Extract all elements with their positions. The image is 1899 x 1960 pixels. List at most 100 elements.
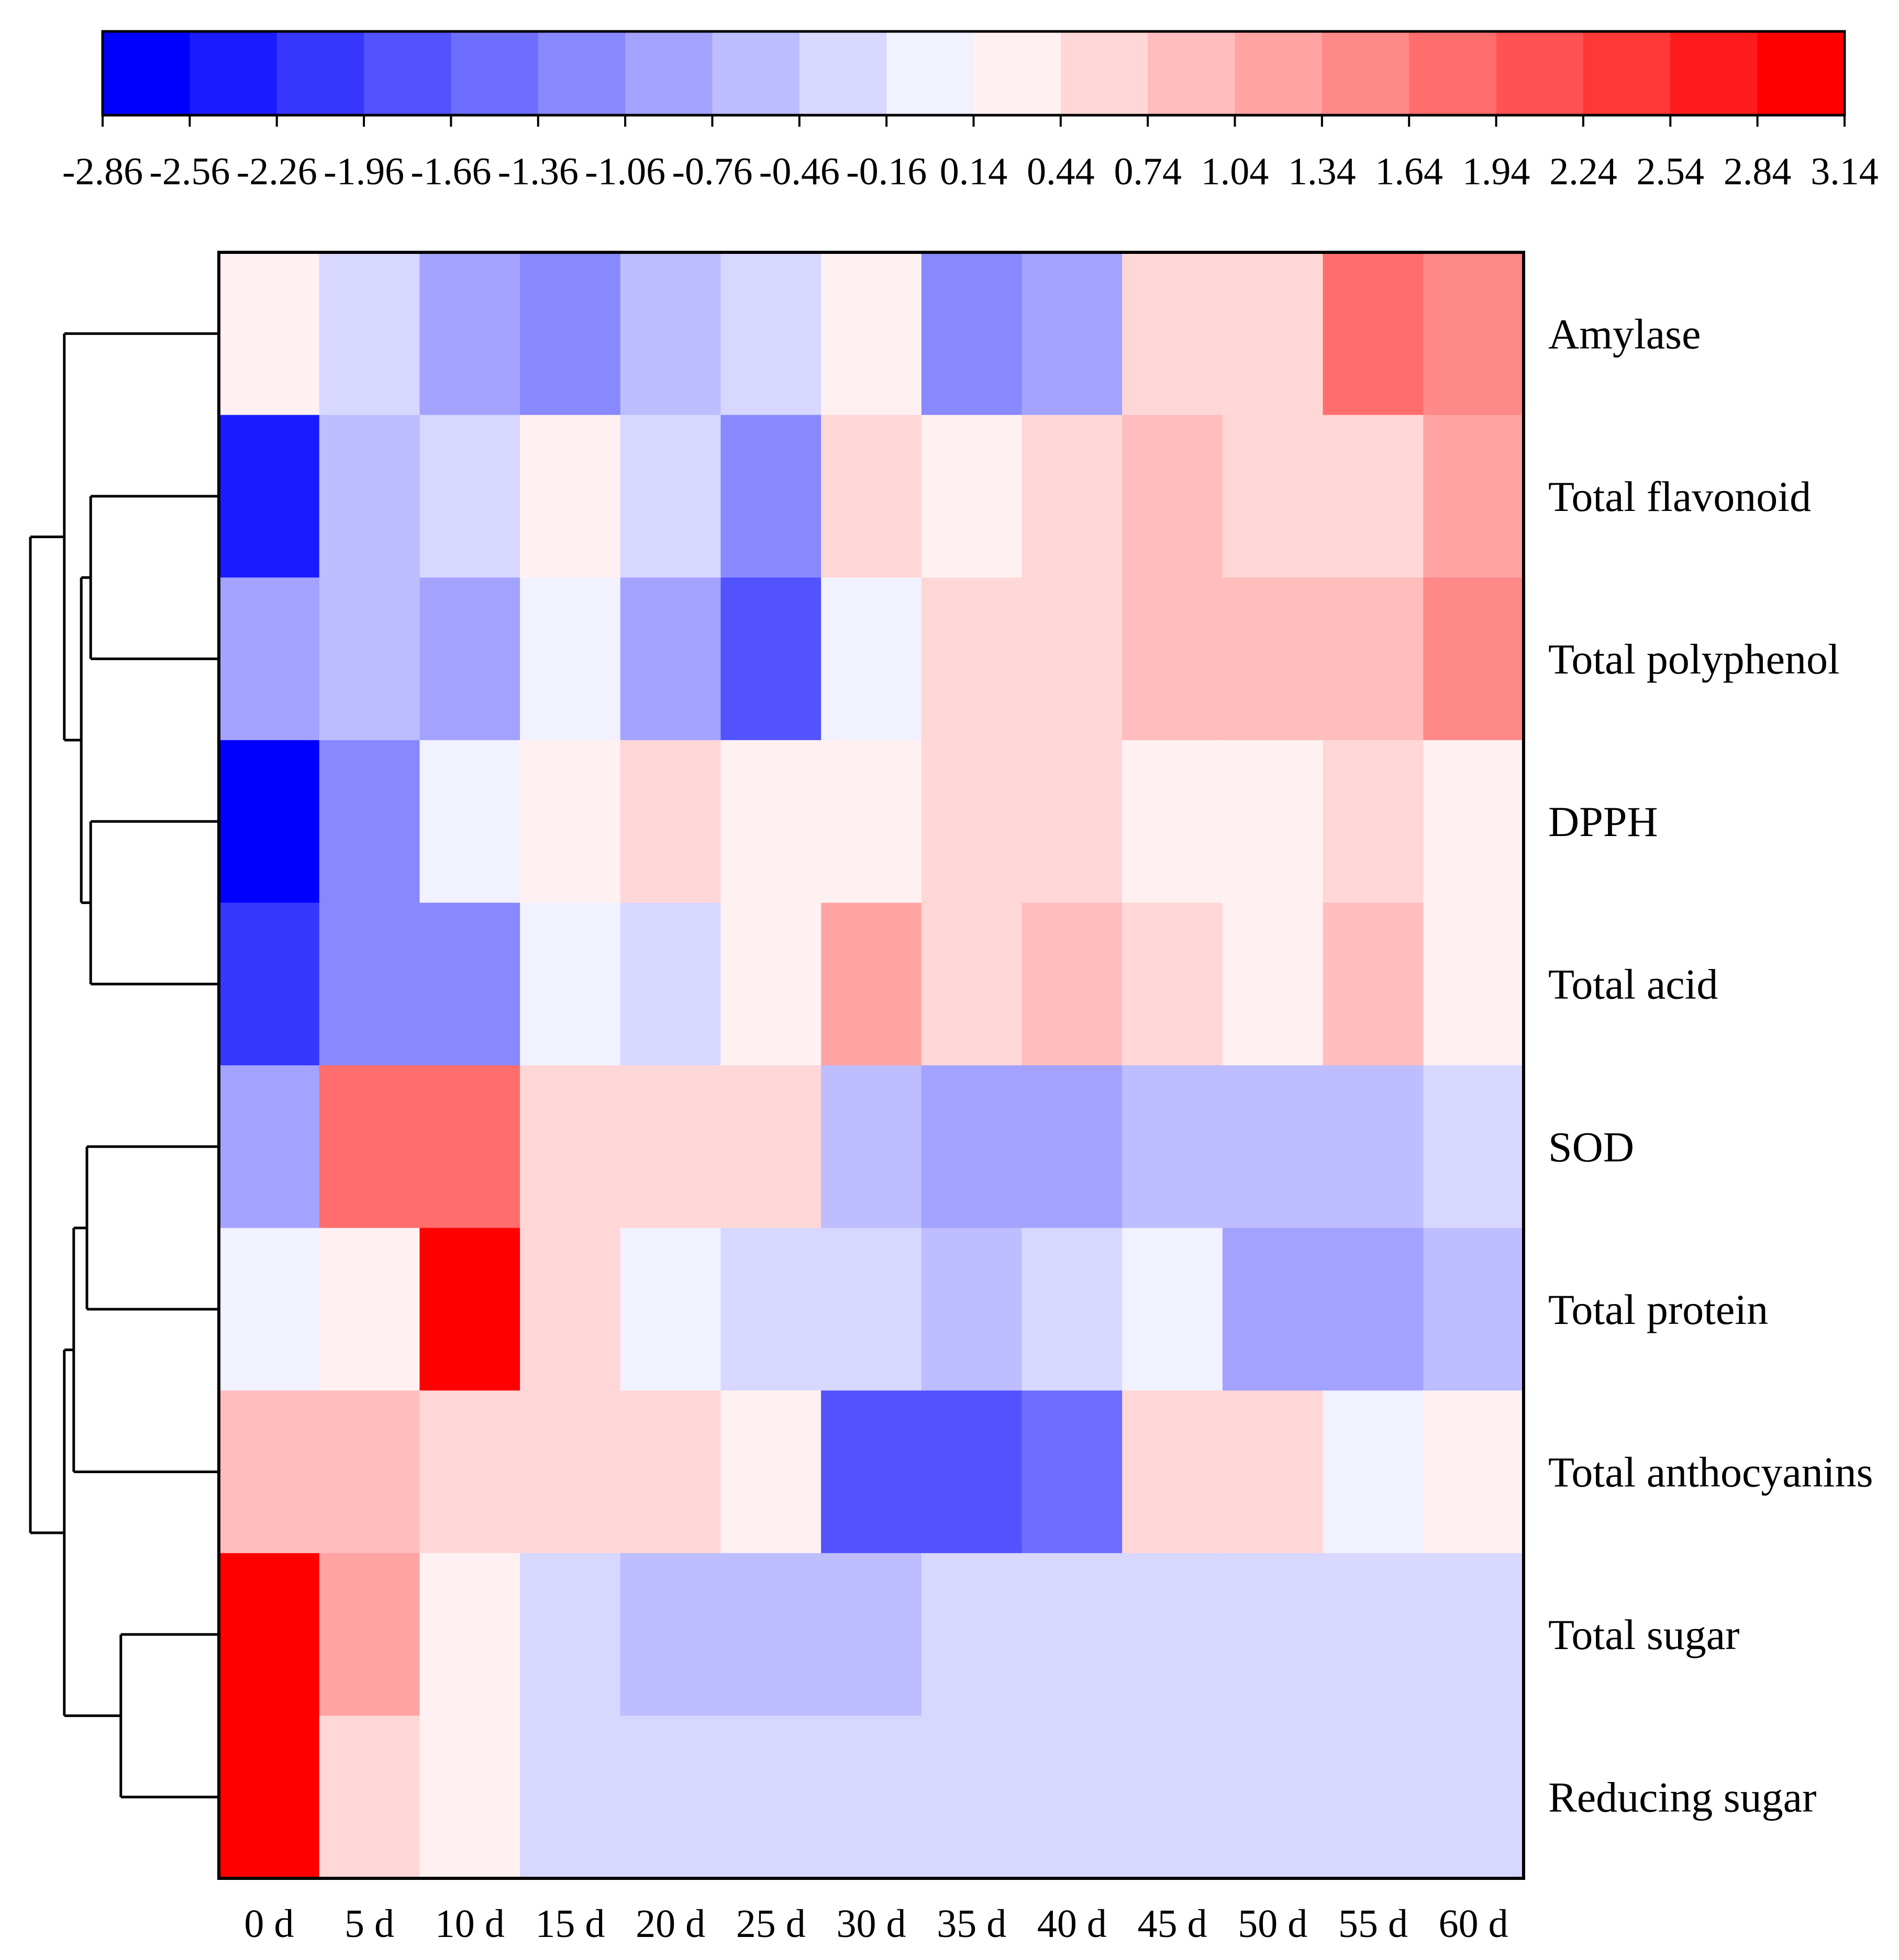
heatmap-cell bbox=[419, 252, 520, 416]
color-scale-tick-label: -1.06 bbox=[585, 150, 665, 193]
color-scale-bin bbox=[538, 31, 626, 115]
heatmap-cell bbox=[520, 740, 621, 904]
heatmap-cell bbox=[1021, 903, 1123, 1066]
heatmap-cell bbox=[1122, 252, 1223, 416]
heatmap-cell bbox=[720, 903, 821, 1066]
column-label: 45 d bbox=[1138, 1902, 1207, 1946]
heatmap-cell bbox=[921, 1553, 1023, 1717]
heatmap-cell bbox=[1323, 1553, 1424, 1717]
heatmap-cell bbox=[1021, 1553, 1123, 1717]
heatmap-cell bbox=[720, 252, 821, 416]
heatmap-cell bbox=[620, 1228, 721, 1391]
column-label: 15 d bbox=[535, 1902, 605, 1946]
heatmap-cell bbox=[1323, 1228, 1424, 1391]
heatmap-cell bbox=[720, 1716, 821, 1879]
heatmap-cells bbox=[217, 251, 1525, 1880]
color-scale-tick-label: 2.84 bbox=[1724, 150, 1792, 193]
heatmap-cell bbox=[921, 1065, 1023, 1229]
heatmap-cell bbox=[921, 415, 1023, 578]
heatmap-cell bbox=[1021, 577, 1123, 741]
color-scale-bin bbox=[886, 31, 974, 115]
heatmap-cell bbox=[1122, 903, 1223, 1066]
heatmap-cell bbox=[720, 1390, 821, 1554]
heatmap-cell bbox=[520, 415, 621, 578]
color-scale-bin bbox=[103, 31, 190, 115]
color-scale-tick-label: -1.96 bbox=[324, 150, 404, 193]
heatmap-cell bbox=[1222, 1553, 1324, 1717]
heatmap-cell bbox=[821, 1390, 922, 1554]
heatmap-cell bbox=[419, 415, 520, 578]
heatmap-cell bbox=[520, 577, 621, 741]
heatmap-cell bbox=[520, 1228, 621, 1391]
heatmap-cell bbox=[1323, 252, 1424, 416]
heatmap-cell bbox=[319, 1716, 420, 1879]
heatmap-cell bbox=[419, 903, 520, 1066]
color-scale-bar bbox=[101, 30, 1846, 117]
color-scale-tick-label: 0.44 bbox=[1027, 150, 1095, 193]
color-scale-bin bbox=[1496, 31, 1584, 115]
heatmap-cell bbox=[720, 1553, 821, 1717]
heatmap-cell bbox=[821, 740, 922, 904]
heatmap-cell bbox=[821, 415, 922, 578]
heatmap-cell bbox=[620, 1390, 721, 1554]
color-scale-tick-label: 1.64 bbox=[1375, 150, 1443, 193]
heatmap-cell bbox=[1423, 1553, 1524, 1717]
heatmap-cell bbox=[219, 1065, 320, 1229]
color-scale-bin bbox=[1060, 31, 1148, 115]
color-scale-bin bbox=[625, 31, 713, 115]
row-label: Total sugar bbox=[1548, 1611, 1739, 1658]
column-label: 30 d bbox=[837, 1902, 906, 1946]
color-scale-tick-label: -1.66 bbox=[410, 150, 491, 193]
color-scale-tick-label: 3.14 bbox=[1811, 150, 1879, 193]
heatmap-cell bbox=[720, 1228, 821, 1391]
heatmap-cell bbox=[520, 1390, 621, 1554]
color-scale-tick-label: -0.16 bbox=[846, 150, 927, 193]
heatmap-cell bbox=[921, 1228, 1023, 1391]
heatmap-cell bbox=[1323, 903, 1424, 1066]
color-scale-bin bbox=[1757, 31, 1845, 115]
heatmap-cell bbox=[1021, 415, 1123, 578]
heatmap-cell bbox=[921, 252, 1023, 416]
heatmap-cell bbox=[419, 577, 520, 741]
color-scale-tick-label: -1.36 bbox=[498, 150, 579, 193]
heatmap-cell bbox=[921, 1716, 1023, 1879]
color-scale-bin bbox=[451, 31, 539, 115]
heatmap-cell bbox=[419, 1390, 520, 1554]
heatmap-cell bbox=[1323, 1065, 1424, 1229]
color-scale-bin bbox=[1148, 31, 1236, 115]
heatmap-cell bbox=[1222, 740, 1324, 904]
heatmap-cell bbox=[419, 1065, 520, 1229]
heatmap-cell bbox=[1021, 1716, 1123, 1879]
heatmap-cell bbox=[219, 1390, 320, 1554]
color-scale-bin bbox=[276, 31, 364, 115]
heatmap-cell bbox=[1423, 1065, 1524, 1229]
column-label: 60 d bbox=[1439, 1902, 1508, 1946]
color-scale-tick-label: -0.76 bbox=[672, 150, 752, 193]
heatmap-cell bbox=[1122, 1553, 1223, 1717]
color-scale-bin bbox=[1321, 31, 1409, 115]
heatmap-cell bbox=[921, 577, 1023, 741]
heatmap-cell bbox=[219, 577, 320, 741]
column-label: 25 d bbox=[736, 1902, 806, 1946]
column-label: 0 d bbox=[244, 1902, 294, 1946]
row-label: Amylase bbox=[1548, 310, 1701, 358]
heatmap-cell bbox=[821, 903, 922, 1066]
heatmap-cell bbox=[1222, 1065, 1324, 1229]
row-label: Reducing sugar bbox=[1548, 1774, 1816, 1821]
color-scale-ticks: -2.86 -2.56 -2.26 -1.96 -1.66 -1.36 -1.06 -0.76… bbox=[62, 115, 1879, 193]
heatmap-border bbox=[217, 251, 1525, 1880]
color-scale-tick-label: -2.86 bbox=[62, 150, 143, 193]
heatmap-cell bbox=[1423, 1716, 1524, 1879]
heatmap-cell bbox=[1122, 415, 1223, 578]
heatmap-cell bbox=[620, 740, 721, 904]
color-scale-tick-label: -2.26 bbox=[237, 150, 317, 193]
column-label: 5 d bbox=[345, 1902, 394, 1946]
heatmap-cell bbox=[1222, 903, 1324, 1066]
heatmap-cell bbox=[720, 415, 821, 578]
color-scale-bin bbox=[1409, 31, 1497, 115]
heatmap-cell bbox=[1222, 1228, 1324, 1391]
heatmap-cell bbox=[419, 740, 520, 904]
heatmap-cell bbox=[1323, 415, 1424, 578]
color-scale-tick-label: -2.56 bbox=[149, 150, 230, 193]
